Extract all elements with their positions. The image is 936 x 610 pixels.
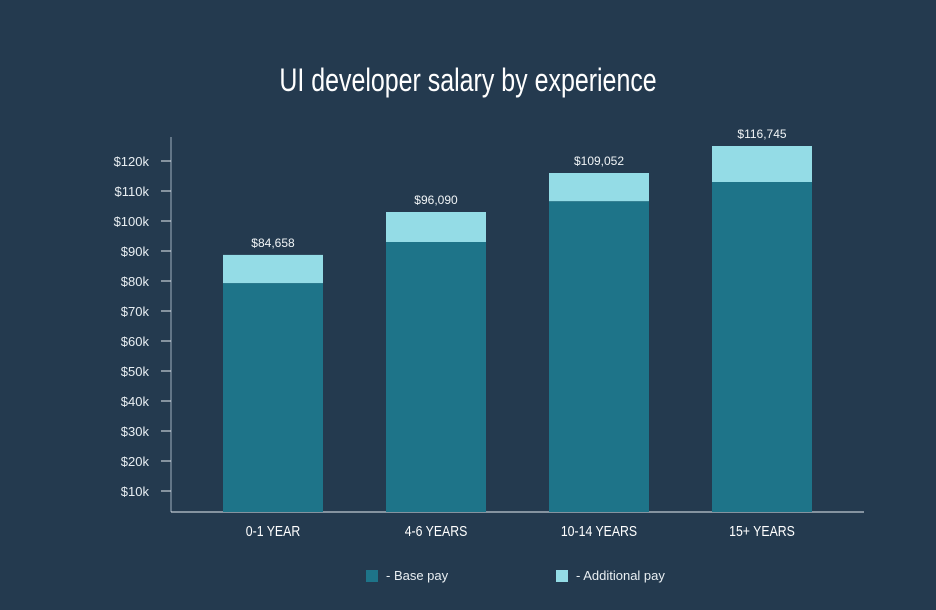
- data-label: $116,745: [737, 127, 786, 141]
- x-tick-label: 0-1 YEAR: [246, 523, 301, 539]
- data-label: $84,658: [251, 236, 295, 250]
- y-tick-label: $60k: [121, 334, 150, 349]
- y-tick-label: $120k: [114, 154, 150, 169]
- bar-additional: [386, 212, 486, 242]
- bar-base: [549, 201, 649, 512]
- y-tick-label: $100k: [114, 214, 150, 229]
- y-tick-label: $90k: [121, 244, 150, 259]
- legend-swatch-additional-pay: [556, 569, 568, 582]
- y-tick-label: $30k: [121, 424, 150, 439]
- bar-base: [223, 283, 323, 512]
- y-tick-label: $80k: [121, 274, 150, 289]
- data-label: $96,090: [414, 193, 458, 207]
- y-tick-label: $70k: [121, 304, 150, 319]
- y-tick-label: $10k: [121, 484, 150, 499]
- y-tick-label: $50k: [121, 364, 150, 379]
- legend-item-base-pay: - Base pay: [366, 568, 448, 583]
- bar-additional: [712, 146, 812, 182]
- bar-base: [712, 182, 812, 512]
- legend-item-additional-pay: - Additional pay: [556, 568, 665, 583]
- y-tick-label: $110k: [115, 184, 150, 199]
- bar-additional: [549, 173, 649, 202]
- x-tick-label: 15+ YEARS: [729, 523, 795, 539]
- bar-base: [386, 242, 486, 512]
- legend-label-additional-pay: - Additional pay: [576, 568, 665, 583]
- chart-title: UI developer salary by experience: [279, 62, 657, 98]
- x-tick-label: 4-6 YEARS: [405, 523, 468, 539]
- legend-label-base-pay: - Base pay: [386, 568, 449, 583]
- y-tick-label: $20k: [121, 454, 150, 469]
- data-label: $109,052: [574, 154, 624, 168]
- bar-additional: [223, 254, 323, 284]
- legend-swatch-base-pay: [366, 569, 378, 582]
- y-tick-label: $40k: [121, 394, 150, 409]
- x-tick-label: 10-14 YEARS: [561, 523, 637, 539]
